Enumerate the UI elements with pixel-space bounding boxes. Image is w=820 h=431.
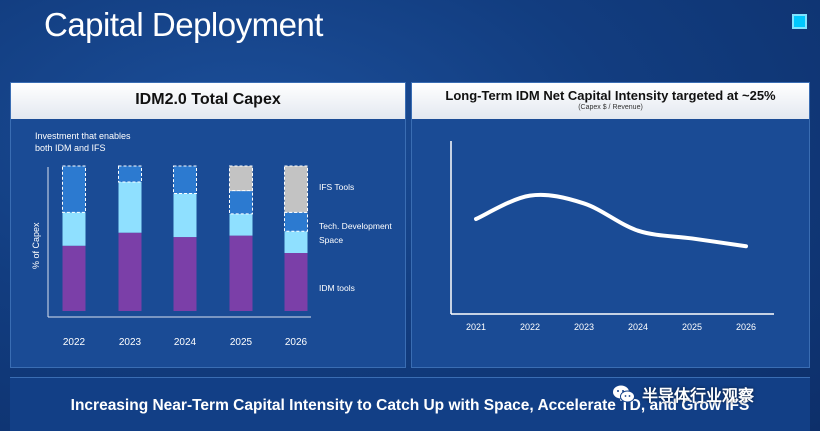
annotation-line-2: both IDM and IFS xyxy=(35,143,106,153)
bar-2026-space xyxy=(284,231,308,253)
x-tick-label-2025: 2025 xyxy=(682,322,702,332)
annotation-line-1: Investment that enables xyxy=(35,131,131,141)
intensity-panel-header: Long-Term IDM Net Capital Intensity targ… xyxy=(412,83,809,119)
x-tick-label-2022: 2022 xyxy=(520,322,540,332)
intensity-line-chart: 2021 2022 2023 2024 2025 2026 xyxy=(450,141,774,332)
capex-panel-header: IDM2.0 Total Capex xyxy=(11,83,405,119)
bar-2024-space xyxy=(173,193,197,238)
bar-2025-ifs-tools xyxy=(229,165,253,192)
x-tick-label-2024: 2024 xyxy=(628,322,648,332)
line-layer xyxy=(474,192,748,249)
legend-layer: IDM tools Space Tech. Development IFS Tools xyxy=(319,182,392,293)
capex-panel: IDM2.0 Total Capex Investment that enabl… xyxy=(10,82,406,368)
wechat-icon xyxy=(612,383,636,405)
page-title: Capital Deployment xyxy=(44,6,323,43)
bar-2022-idm-tools xyxy=(62,245,86,311)
capex-bar-chart: Investment that enables both IDM and IFS… xyxy=(31,131,392,348)
legend-ifs-tools: IFS Tools xyxy=(319,182,354,192)
brand-square-icon xyxy=(792,14,807,29)
bar-2024-tech-development xyxy=(173,165,197,195)
intensity-line xyxy=(474,192,748,249)
bottom-banner: Increasing Near-Term Capital Intensity t… xyxy=(10,377,810,431)
watermark-text: 半导体行业观察 xyxy=(642,386,755,405)
bar-2025-tech-development xyxy=(229,190,253,215)
x-tick-label-2021: 2021 xyxy=(466,322,486,332)
x-tick-label-2023: 2023 xyxy=(574,322,594,332)
bar-2026-ifs-tools xyxy=(284,165,308,213)
intensity-chart-title: Long-Term IDM Net Capital Intensity targ… xyxy=(445,88,776,103)
x-tick-label-2025: 2025 xyxy=(230,337,253,348)
legend-idm-tools: IDM tools xyxy=(319,283,355,293)
bottom-banner-text: Increasing Near-Term Capital Intensity t… xyxy=(70,397,750,414)
bar-2026-idm-tools xyxy=(284,253,308,311)
bar-2024-idm-tools xyxy=(173,237,197,311)
legend-space: Space xyxy=(319,235,343,245)
capex-chart-title: IDM2.0 Total Capex xyxy=(135,91,281,108)
bar-2022-tech-development xyxy=(62,165,86,213)
bar-2023-space xyxy=(118,181,142,233)
legend-tech-development: Tech. Development xyxy=(319,221,392,231)
intensity-panel: Long-Term IDM Net Capital Intensity targ… xyxy=(411,82,810,368)
x-tick-layer: 2021 2022 2023 2024 2025 2026 xyxy=(466,322,756,332)
watermark: 半导体行业观察 xyxy=(612,382,754,406)
x-tick-label-2023: 2023 xyxy=(119,337,142,348)
bar-2023-tech-development xyxy=(118,165,142,183)
bar-2023-idm-tools xyxy=(118,232,142,311)
x-tick-label-2024: 2024 xyxy=(174,337,197,348)
bar-layer: 2022 2023 2024 2025 2026 xyxy=(62,165,308,348)
bar-2025-idm-tools xyxy=(229,235,253,311)
y-axis-label: % of Capex xyxy=(31,222,41,269)
x-tick-label-2022: 2022 xyxy=(63,337,86,348)
intensity-chart-subtitle: (Capex $ / Revenue) xyxy=(578,104,643,111)
x-tick-label-2026: 2026 xyxy=(736,322,756,332)
bar-2022-space xyxy=(62,212,86,246)
bar-2025-space xyxy=(229,213,253,236)
x-tick-label-2026: 2026 xyxy=(285,337,308,348)
bar-2026-tech-development xyxy=(284,211,308,232)
